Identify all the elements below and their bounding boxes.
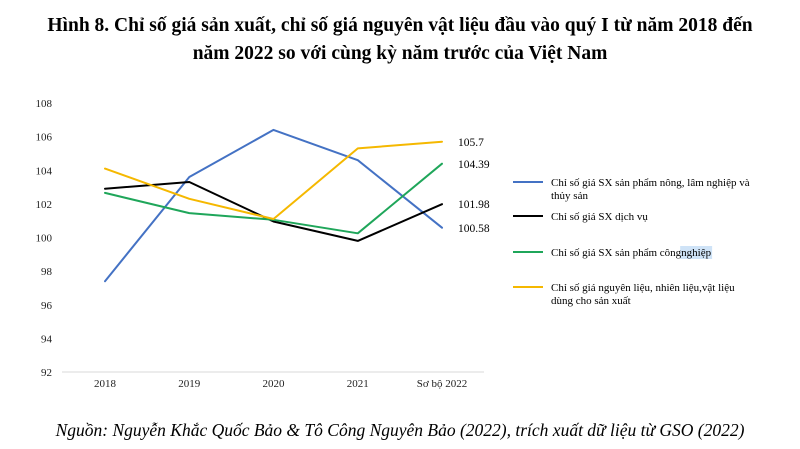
end-value-label: 101.98 (458, 199, 490, 211)
x-tick-label: 2021 (347, 378, 369, 390)
series-line-1 (104, 128, 443, 283)
legend-label: dùng cho sản xuất (551, 295, 631, 307)
x-tick-label: 2020 (263, 378, 286, 390)
end-value-labels: 100.58 101.98 104.39 105.7 (458, 137, 490, 235)
legend-label-highlight: nghiệp (681, 247, 711, 259)
end-value-label: 104.39 (458, 159, 490, 171)
y-tick-label: 96 (41, 300, 53, 312)
legend-label: thủy sản (551, 190, 588, 202)
end-value-label: 100.58 (458, 223, 490, 235)
y-tick-label: 98 (41, 266, 53, 278)
y-tick-label: 102 (36, 199, 53, 211)
y-axis-ticks: 92 94 96 98 100 102 104 106 108 (36, 98, 53, 379)
y-tick-label: 108 (36, 98, 53, 110)
series-line-3 (104, 162, 443, 235)
legend-label: Chỉ số giá SX dịch vụ (551, 211, 648, 223)
series-lines (104, 128, 443, 283)
y-tick-label: 94 (41, 333, 53, 345)
y-tick-label: 104 (36, 165, 53, 177)
y-tick-label: 100 (36, 233, 53, 245)
text-selection-highlight (680, 246, 713, 259)
legend: Chỉ số giá SX sản phẩm nông, lâm nghiệp … (513, 177, 750, 307)
legend-label: Chỉ số giá SX sản phẩm nông, lâm nghiệp … (551, 177, 750, 189)
chart-title-line-1: Hình 8. Chỉ số giá sản xuất, chỉ số giá … (47, 15, 753, 36)
x-tick-label: Sơ bộ 2022 (417, 378, 467, 390)
legend-label: Chỉ số giá SX sản phẩm công (551, 247, 682, 259)
y-tick-label: 106 (36, 132, 53, 144)
x-tick-label: 2018 (94, 378, 117, 390)
x-tick-label: 2019 (178, 378, 201, 390)
y-tick-label: 92 (41, 367, 52, 379)
legend-label: Chỉ số giá nguyên liệu, nhiên liệu,vật l… (551, 282, 735, 294)
series-line-2 (104, 181, 443, 242)
source-note: Nguồn: Nguyễn Khắc Quốc Bảo & Tô Công Ng… (55, 420, 745, 440)
chart-title-line-2: năm 2022 so với cùng kỳ năm trước của Vi… (192, 43, 608, 64)
series-line-4 (104, 140, 443, 220)
end-value-label: 105.7 (458, 137, 484, 149)
x-axis-ticks: 2018 2019 2020 2021 Sơ bộ 2022 (94, 378, 467, 390)
chart-title: Hình 8. Chỉ số giá sản xuất, chỉ số giá … (0, 12, 800, 68)
